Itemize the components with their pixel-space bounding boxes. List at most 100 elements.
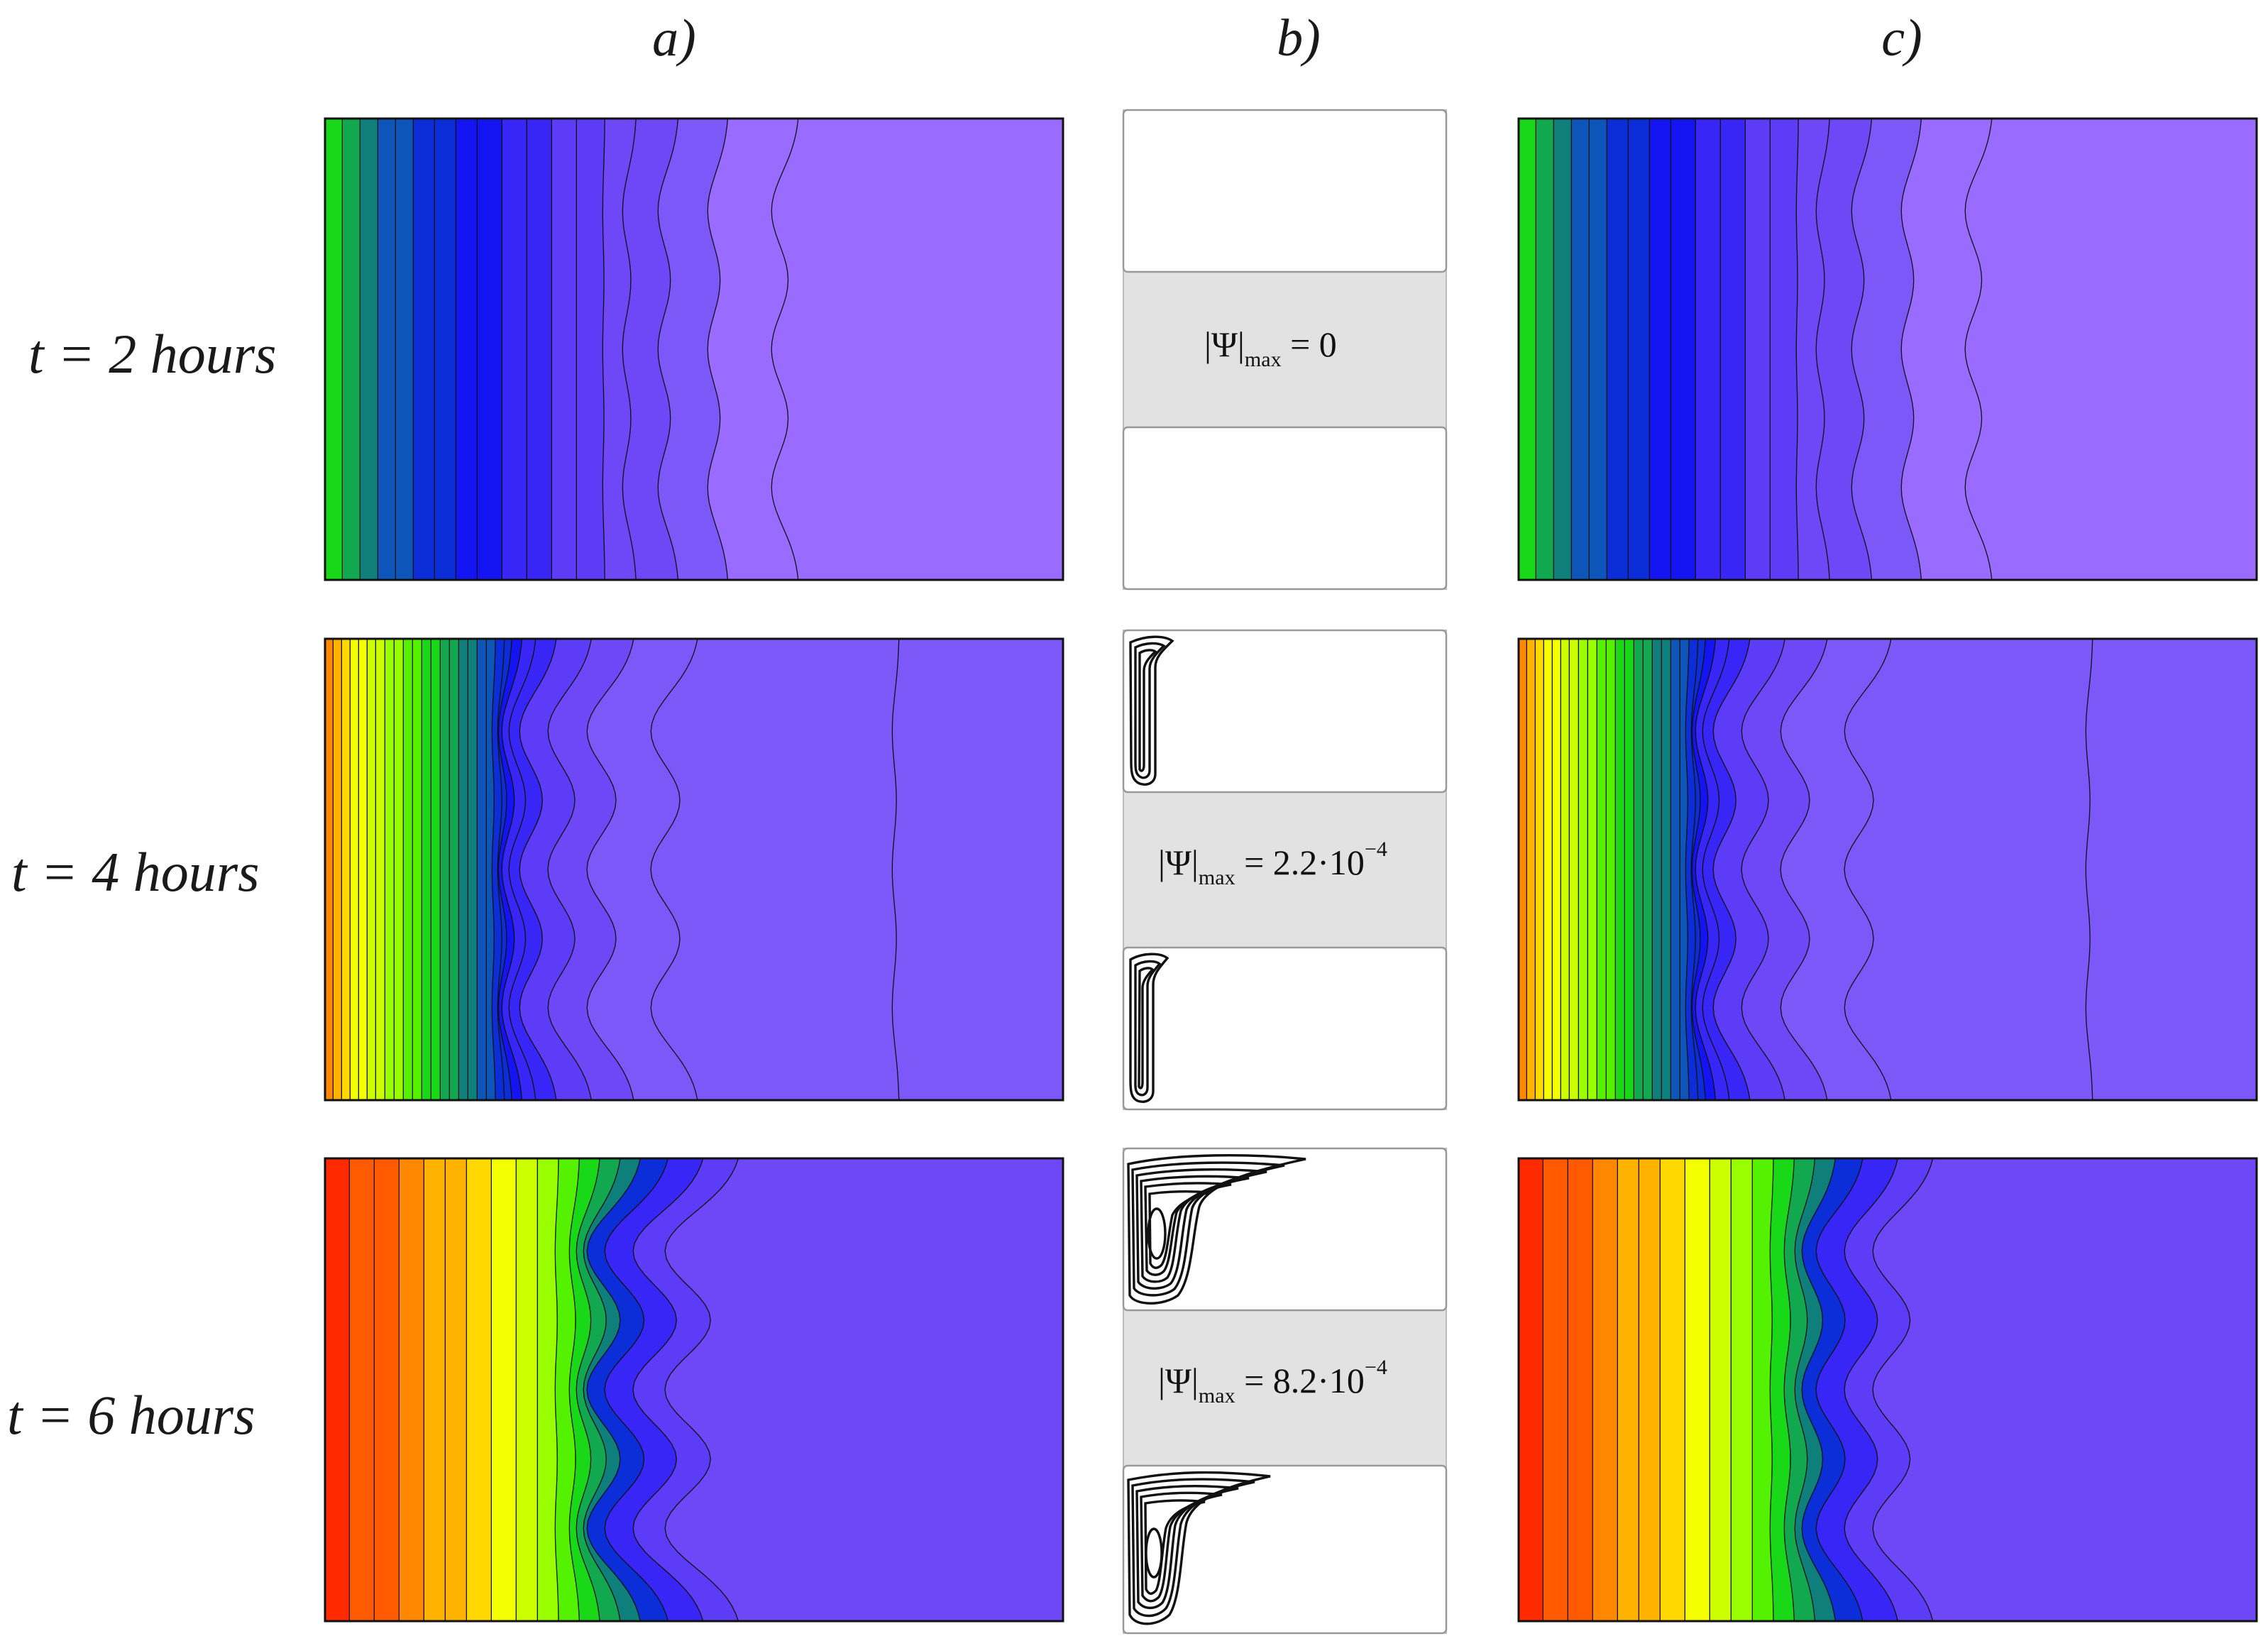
- contour-band: [519, 639, 592, 1100]
- contour-band: [1873, 1158, 2257, 1621]
- vortex-contour: [1138, 649, 1157, 772]
- contour-band: [1607, 639, 1616, 1100]
- lower-cavity: [1122, 426, 1448, 591]
- contour-band: [1543, 1158, 1568, 1621]
- contour-band: [342, 639, 351, 1100]
- contour-band: [576, 1158, 621, 1621]
- contour-band: [1696, 119, 1721, 580]
- lower-cavity: [1122, 1464, 1448, 1635]
- panel-frame: [324, 637, 1064, 1102]
- contour-band: [1741, 639, 1828, 1100]
- contour-band: [359, 639, 368, 1100]
- contour-band: [446, 1158, 467, 1621]
- contour-band: [1671, 119, 1696, 580]
- psi-symbol: |Ψ|: [1158, 843, 1199, 882]
- contour-band: [1568, 1158, 1593, 1621]
- contour-band: [1639, 1158, 1661, 1621]
- contour-band: [1686, 639, 1699, 1100]
- contour-band: [1625, 639, 1634, 1100]
- contour-band: [325, 639, 334, 1100]
- contour-band: [1553, 639, 1561, 1100]
- contour-band: [569, 1158, 600, 1621]
- contour-band: [1572, 119, 1590, 580]
- contour-band: [1771, 119, 1799, 580]
- contour-band: [1527, 639, 1536, 1100]
- contour-band: [478, 639, 487, 1100]
- lower-cavity: [1122, 946, 1448, 1111]
- contour-band: [1753, 1158, 1774, 1621]
- psi-exponent: −4: [1365, 838, 1387, 861]
- contour-band: [893, 639, 1063, 1100]
- contour-band: [1695, 639, 1730, 1100]
- contour-band: [1661, 1158, 1685, 1621]
- psi-subscript: max: [1245, 348, 1282, 371]
- contour-band: [509, 639, 557, 1100]
- contour-band: [1746, 119, 1771, 580]
- row-label-t4: t = 4 hours: [11, 841, 260, 903]
- temperature-contour-panel-a-t2: [324, 117, 1064, 581]
- contour-band: [414, 119, 435, 580]
- contour-band: [577, 119, 605, 580]
- contour-band: [422, 639, 431, 1100]
- psi-symbol: |Ψ|: [1204, 324, 1245, 364]
- contour-band: [1519, 1158, 1543, 1621]
- contour-band: [517, 1158, 538, 1621]
- psi-value: = 8.2·10: [1235, 1361, 1365, 1400]
- contour-band: [1607, 119, 1629, 580]
- streamfunction-panel-t4: |Ψ|max = 2.2·10−4: [1122, 629, 1448, 1111]
- contour-band: [468, 639, 478, 1100]
- contour-band: [368, 639, 376, 1100]
- vortex-nest-lower: [1127, 1471, 1271, 1625]
- contour-band: [1702, 639, 1751, 1100]
- temperature-contour-panel-a-t4: [324, 637, 1064, 1102]
- row-label-t6: t = 6 hours: [7, 1384, 255, 1446]
- vortex-contour: [1129, 635, 1174, 786]
- contour-band: [1519, 119, 1536, 580]
- contour-band: [343, 119, 360, 580]
- contour-band: [1644, 639, 1653, 1100]
- temperature-contour-panel-c-t6: [1517, 1157, 2258, 1623]
- contour-band: [350, 1158, 375, 1621]
- contour-band: [1597, 639, 1607, 1100]
- contour-band: [1844, 639, 2093, 1100]
- contour-band: [1570, 639, 1579, 1100]
- contour-band: [538, 1158, 559, 1621]
- psi-value: = 2.2·10: [1235, 843, 1365, 882]
- panel-frame: [324, 1157, 1064, 1623]
- psi-value: = 0: [1282, 324, 1337, 364]
- contour-band: [400, 1158, 424, 1621]
- psi-subscript: max: [1199, 1384, 1235, 1407]
- contour-band: [587, 639, 698, 1100]
- contour-band: [375, 1158, 400, 1621]
- contour-band: [622, 119, 679, 580]
- contour-band: [1771, 1158, 1795, 1621]
- contour-band: [334, 639, 342, 1100]
- contour-band: [1844, 1158, 1934, 1621]
- vortex-contour: [1129, 953, 1169, 1103]
- temperature-contour-panel-a-t6: [324, 1157, 1064, 1623]
- contour-band: [487, 639, 496, 1100]
- psi-max-label-t6: |Ψ|max = 8.2·10−4: [1158, 1356, 1387, 1407]
- psi-exponent: −4: [1365, 1356, 1387, 1379]
- contour-band: [771, 119, 1063, 580]
- contour-band: [1618, 1158, 1639, 1621]
- contour-band: [1554, 119, 1572, 580]
- temperature-contour-panel-c-t4: [1517, 637, 2258, 1102]
- contour-band: [1536, 119, 1554, 580]
- contour-band: [360, 119, 378, 580]
- panel-frame: [1517, 637, 2258, 1102]
- contour-band: [424, 1158, 446, 1621]
- contour-band: [1680, 639, 1690, 1100]
- contour-band: [548, 639, 634, 1100]
- contour-band: [651, 639, 900, 1100]
- psi-subscript: max: [1199, 866, 1235, 889]
- contour-band: [2086, 639, 2257, 1100]
- panel-frame: [324, 117, 1064, 581]
- contour-band: [1965, 119, 2257, 580]
- psi-max-label-t2: |Ψ|max = 0: [1204, 324, 1337, 371]
- contour-band: [1797, 119, 1830, 580]
- contour-band: [1721, 119, 1746, 580]
- streamfunction-panel-t6: |Ψ|max = 8.2·10−4: [1122, 1147, 1448, 1635]
- contour-band: [1685, 1158, 1710, 1621]
- contour-band: [325, 119, 343, 580]
